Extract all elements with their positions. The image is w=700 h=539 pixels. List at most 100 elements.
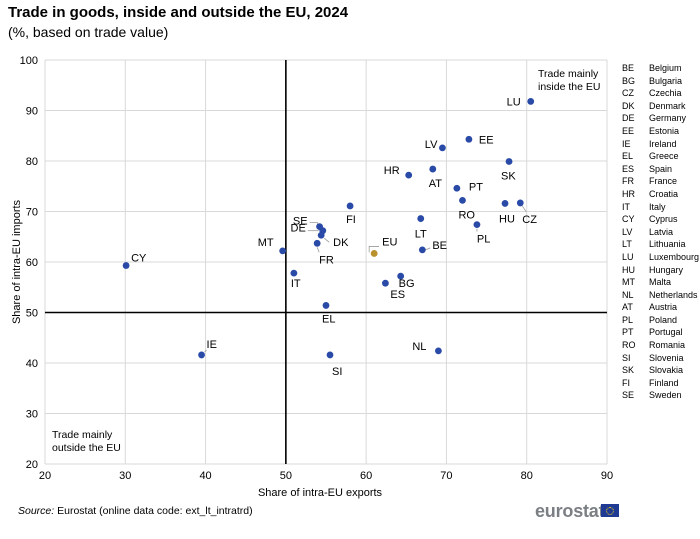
- data-label-pt: PT: [469, 181, 483, 193]
- y-tick-label: 80: [26, 156, 38, 168]
- data-label-es: ES: [390, 289, 405, 301]
- legend-item: PL Poland: [622, 314, 699, 327]
- legend-code: SE: [622, 390, 635, 401]
- data-label-si: SI: [332, 366, 342, 378]
- y-tick-label: 50: [26, 308, 38, 320]
- legend-country-name: Luxembourg: [649, 251, 700, 262]
- data-point-ie: [198, 351, 205, 359]
- legend-code: AT: [622, 302, 633, 313]
- data-label-se: SE: [293, 216, 308, 228]
- data-point-pt: [453, 184, 461, 192]
- legend-item: FI Finland: [622, 377, 699, 390]
- legend-code: BE: [622, 63, 635, 73]
- legend-item: CZ Czechia: [622, 87, 699, 100]
- data-label-hr: HR: [384, 165, 400, 177]
- data-point-el: [322, 302, 330, 309]
- source-text: Eurostat (online data code: ext_lt_intra…: [54, 505, 253, 517]
- y-tick-label: 40: [26, 358, 38, 370]
- legend-code: NL: [622, 289, 634, 300]
- legend-item: ES Spain: [622, 163, 699, 176]
- data-label-lv: LV: [425, 139, 438, 151]
- data-point-lv: [439, 144, 446, 152]
- data-point-it: [290, 269, 298, 277]
- data-label-at: AT: [429, 178, 443, 190]
- annotation-outside-eu: Trade mainly: [52, 429, 113, 441]
- legend-country-name: Latvia: [649, 226, 674, 237]
- legend-code: FR: [622, 176, 634, 187]
- data-point-pl: [473, 221, 481, 229]
- data-label-it: IT: [291, 278, 301, 290]
- legend-item: AT Austria: [622, 301, 699, 314]
- legend-item: IT Italy: [622, 201, 699, 214]
- legend-item: SI Slovenia: [622, 352, 699, 365]
- legend-code: HR: [622, 188, 635, 199]
- label-leader-line: [316, 247, 320, 253]
- data-label-ee: EE: [479, 134, 494, 146]
- legend-country-name: Lithuania: [649, 239, 686, 250]
- chart-subtitle: (%, based on trade value): [8, 24, 169, 40]
- y-tick-label: 20: [26, 459, 38, 471]
- chart-title: Trade in goods, inside and outside the E…: [8, 4, 349, 21]
- legend-country-name: Germany: [649, 113, 687, 124]
- data-label-cz: CZ: [522, 214, 537, 226]
- data-label-hu: HU: [499, 213, 515, 225]
- legend-item: DK Denmark: [622, 100, 699, 113]
- legend-code: LU: [622, 251, 634, 262]
- legend-code: IT: [622, 201, 630, 212]
- data-point-ro: [459, 196, 466, 204]
- legend-code: SK: [622, 365, 635, 376]
- data-point-fr: [313, 239, 321, 247]
- legend-item: BE Belgium: [622, 62, 699, 75]
- data-label-cy: CY: [131, 253, 147, 265]
- data-point-bg: [397, 272, 405, 280]
- y-tick-label: 70: [26, 207, 38, 219]
- legend-item: HR Croatia: [622, 188, 699, 201]
- source-label: Source:: [18, 505, 55, 517]
- legend-country-name: Austria: [649, 302, 678, 313]
- legend-country-name: Portugal: [649, 327, 683, 338]
- data-point-be: [418, 246, 426, 254]
- x-tick-label: 20: [39, 470, 51, 482]
- legend-code: EL: [622, 151, 634, 162]
- data-label-bg: BG: [399, 278, 415, 290]
- data-point-nl: [435, 347, 442, 355]
- legend-country-name: Croatia: [649, 188, 679, 199]
- data-label-dk: DK: [333, 237, 349, 249]
- y-axis-label: Share of intra-EU imports: [11, 199, 23, 324]
- legend-code: PL: [622, 314, 634, 325]
- legend-country-name: Poland: [649, 314, 678, 325]
- eu-flag-icon: [601, 504, 619, 517]
- data-label-fi: FI: [346, 214, 356, 226]
- y-tick-label: 60: [26, 257, 38, 269]
- data-point-cz: [516, 199, 524, 207]
- legend-item: CY Cyprus: [622, 213, 699, 226]
- legend-country-name: Slovenia: [649, 352, 684, 363]
- legend-item: LT Lithuania: [622, 238, 699, 251]
- legend-item: FR France: [622, 175, 699, 188]
- legend-item: NL Netherlands: [622, 289, 699, 302]
- source-note: Source: Eurostat (online data code: ext_…: [18, 505, 253, 517]
- data-label-mt: MT: [258, 237, 274, 249]
- data-point-eu: [370, 250, 378, 257]
- data-point-at: [429, 165, 437, 173]
- data-label-be: BE: [432, 240, 447, 252]
- data-point-ee: [465, 135, 473, 143]
- legend-country-name: Sweden: [649, 390, 682, 401]
- legend-code: PT: [622, 327, 634, 338]
- annotation-inside-eu: inside the EU: [538, 81, 600, 93]
- legend-code: SI: [622, 352, 631, 363]
- legend-country-name: Hungary: [649, 264, 684, 275]
- annotation-outside-eu: outside the EU: [52, 442, 121, 454]
- legend-country-name: Czechia: [649, 88, 682, 99]
- data-label-de: DE: [291, 223, 306, 235]
- legend-item: LV Latvia: [622, 226, 699, 239]
- legend-country-name: Denmark: [649, 100, 686, 111]
- data-point-si: [326, 351, 334, 359]
- label-leader-line: [323, 237, 330, 243]
- legend-country-name: Spain: [649, 163, 673, 174]
- legend-item: MT Malta: [622, 276, 699, 289]
- data-point-hu: [501, 200, 509, 207]
- x-tick-label: 90: [601, 470, 613, 482]
- legend-country-name: Italy: [649, 201, 666, 212]
- legend-item: SK Slovakia: [622, 364, 699, 377]
